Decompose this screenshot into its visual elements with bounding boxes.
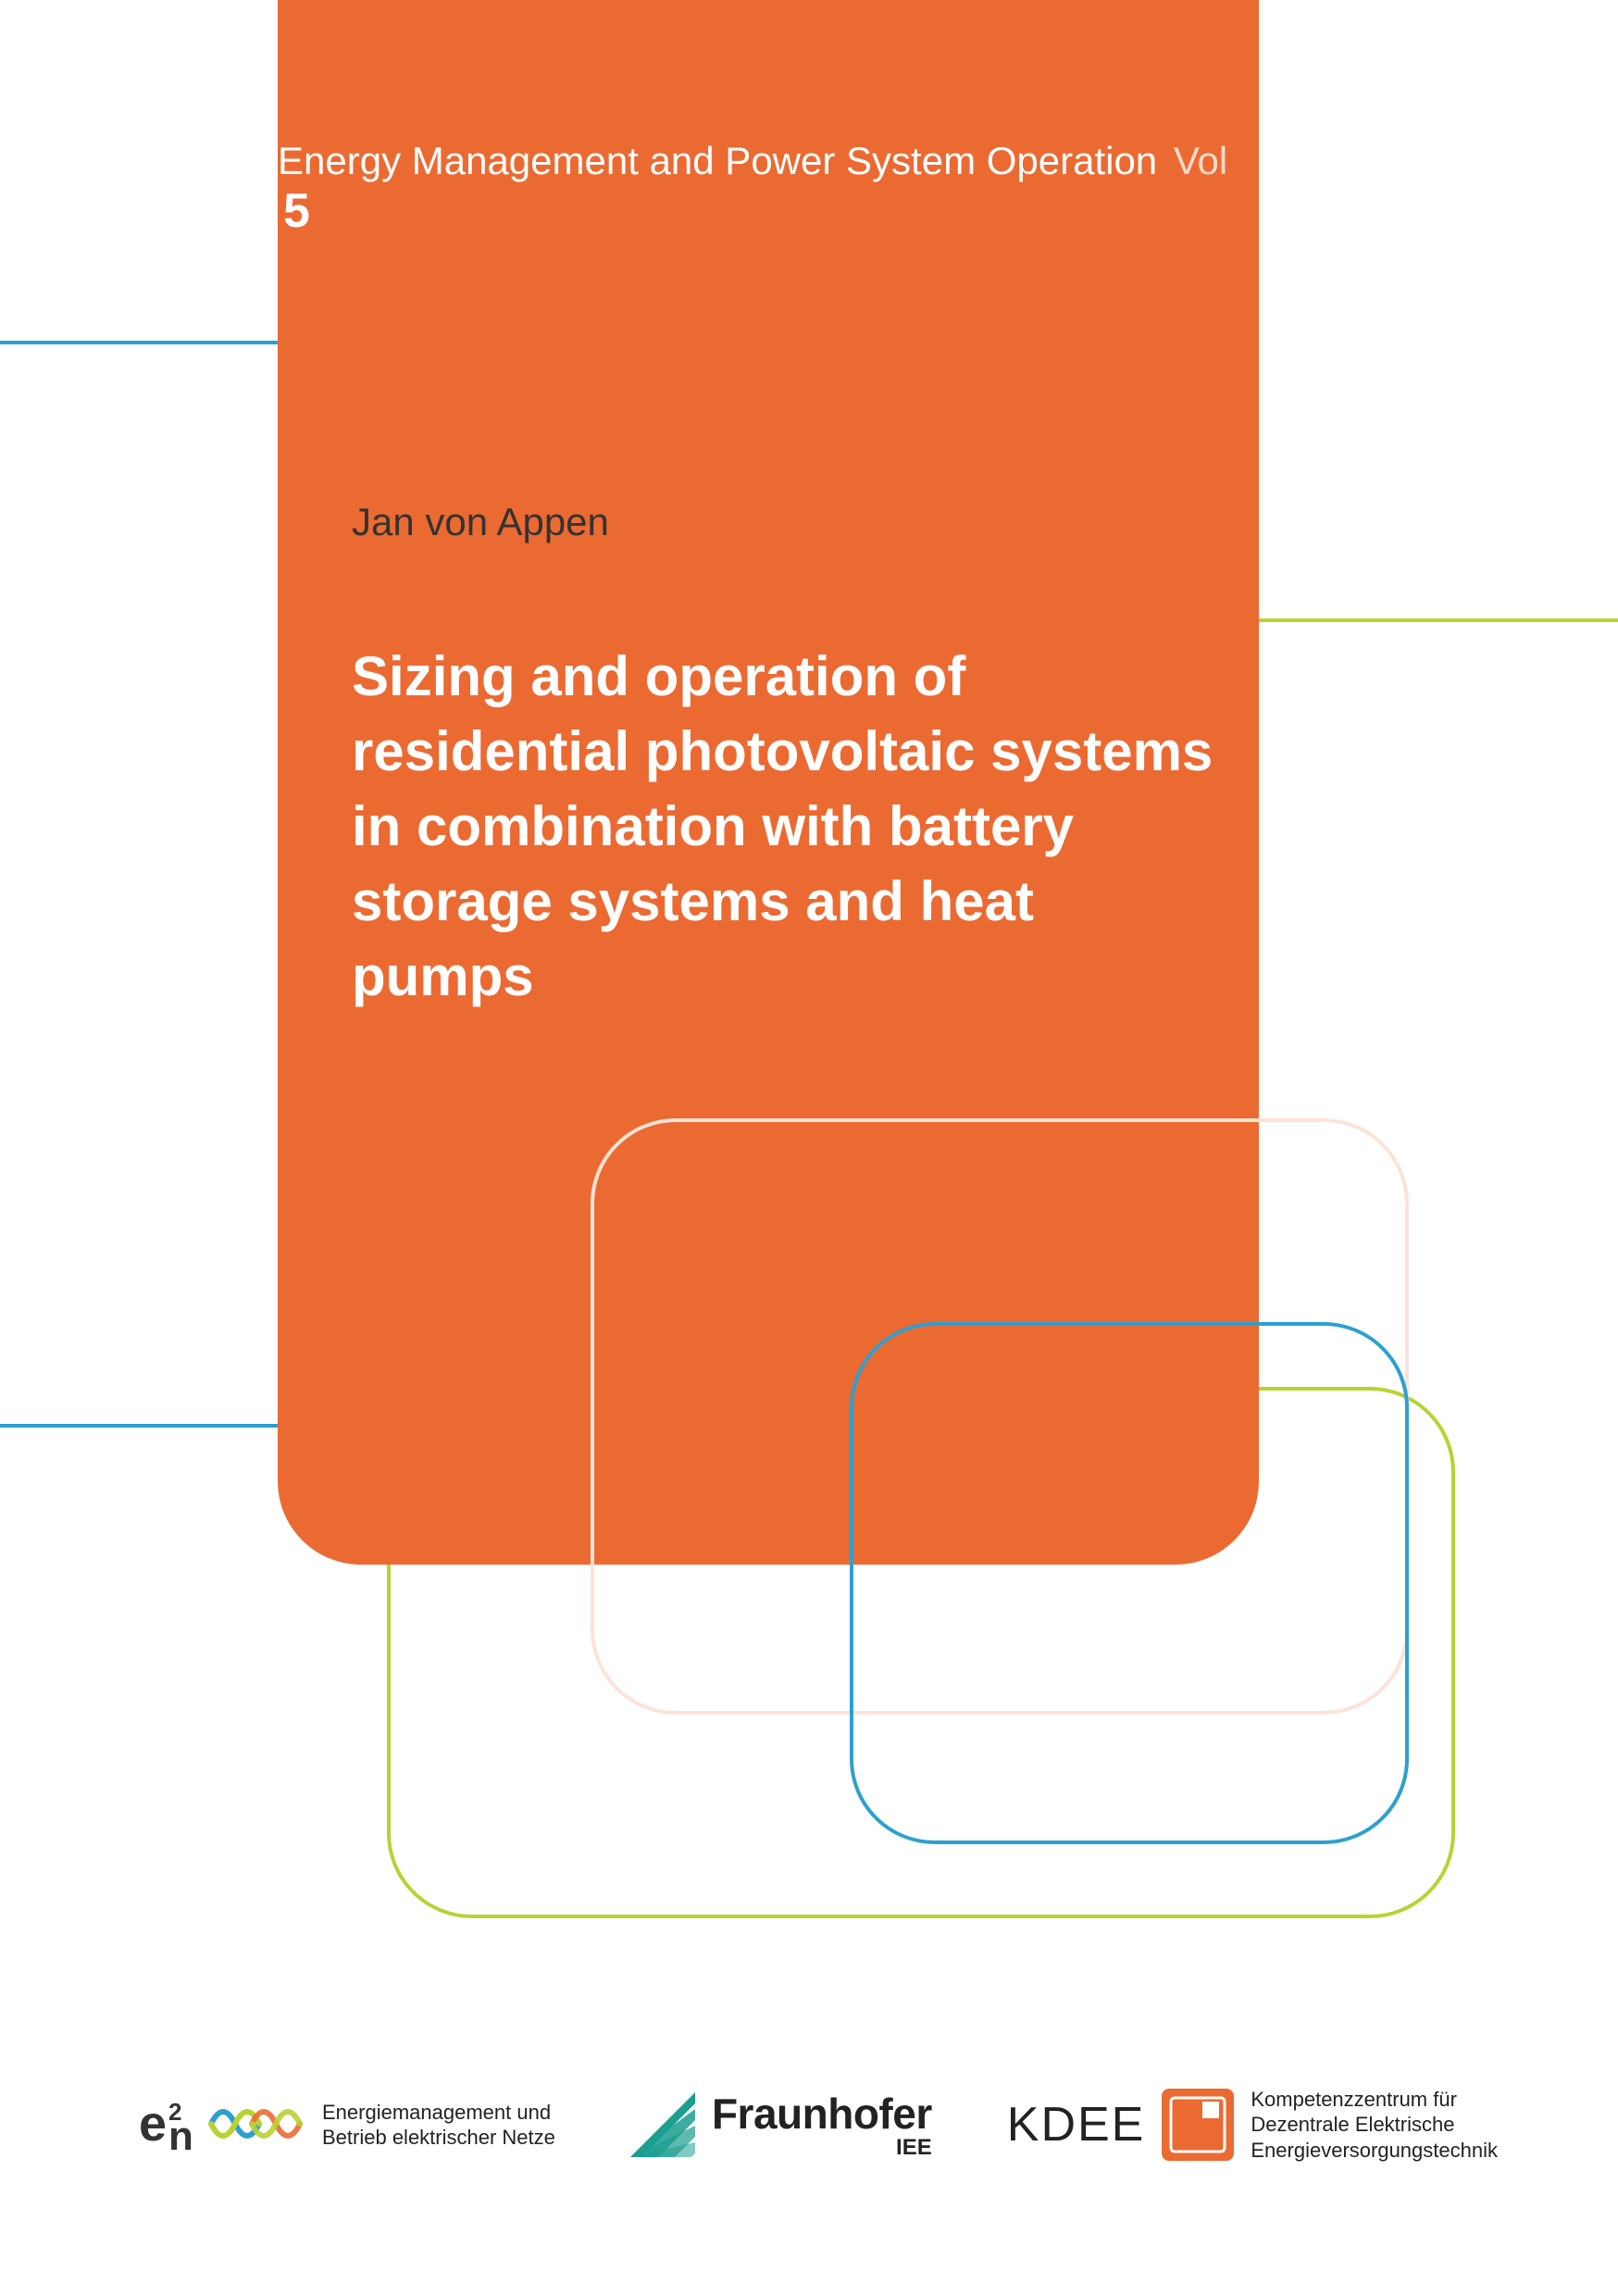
e2n-icon: e 2 n bbox=[139, 2083, 305, 2166]
book-title: Sizing and operation of residential phot… bbox=[352, 639, 1222, 1014]
kdee-line2: Dezentrale Elektrische bbox=[1251, 2112, 1498, 2138]
fraunhofer-sub: IEE bbox=[896, 2135, 932, 2161]
series-name: Energy Management and Power System Opera… bbox=[278, 139, 1157, 182]
kdee-text: Kompetenzzentrum für Dezentrale Elektris… bbox=[1251, 2087, 1498, 2164]
e2n-line2: Betrieb elektrischer Netze bbox=[322, 2125, 555, 2151]
fraunhofer-text: Fraunhofer IEE bbox=[712, 2089, 932, 2161]
logo-kdee: KDEE Kompetenzzentrum für Dezentrale Ele… bbox=[1007, 2087, 1498, 2164]
logo-e2n: e 2 n Energiemanagement und Betrieb elek… bbox=[139, 2083, 555, 2166]
author-name: Jan von Appen bbox=[352, 500, 609, 544]
kdee-name: KDEE bbox=[1007, 2097, 1146, 2152]
volume-label: Vol bbox=[1174, 139, 1227, 182]
kdee-icon bbox=[1162, 2089, 1234, 2161]
logos-row: e 2 n Energiemanagement und Betrieb elek… bbox=[0, 2055, 1618, 2194]
svg-text:n: n bbox=[168, 2114, 193, 2159]
svg-text:e: e bbox=[139, 2096, 167, 2152]
volume-number: 5 bbox=[283, 184, 310, 238]
kdee-line3: Energieversorgungstechnik bbox=[1251, 2138, 1498, 2164]
series-header: Energy Management and Power System Opera… bbox=[278, 139, 1259, 239]
fraunhofer-name: Fraunhofer bbox=[712, 2089, 932, 2139]
e2n-line1: Energiemanagement und bbox=[322, 2100, 555, 2126]
e2n-text: Energiemanagement und Betrieb elektrisch… bbox=[322, 2100, 555, 2151]
logo-fraunhofer: Fraunhofer IEE bbox=[630, 2089, 932, 2161]
kdee-line1: Kompetenzzentrum für bbox=[1251, 2087, 1498, 2113]
fraunhofer-icon bbox=[630, 2092, 695, 2157]
